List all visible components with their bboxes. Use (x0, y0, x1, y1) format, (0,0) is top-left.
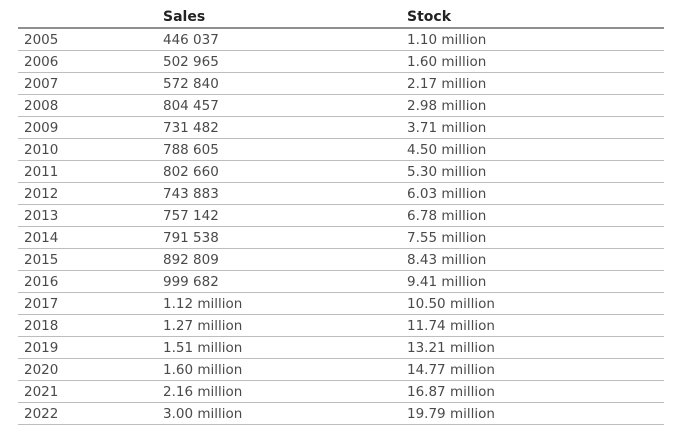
year-cell: 2015 (18, 248, 163, 271)
year-cell: 2008 (18, 94, 163, 117)
year-cell: 2010 (18, 138, 163, 161)
sales-cell: 804 457 (163, 94, 407, 117)
sales-stock-table-container: Sales Stock 2005 446 037 1.10 million 2006 5… (18, 6, 664, 425)
table-row: 2007 572 840 2.17 million (18, 72, 664, 95)
stock-cell: 7.55 million (407, 226, 664, 249)
sales-cell: 791 538 (163, 226, 407, 249)
stock-cell: 16.87 million (407, 380, 664, 403)
stock-cell: 2.98 million (407, 94, 664, 117)
table-row: 2014 791 538 7.55 million (18, 226, 664, 249)
stock-cell: 6.03 million (407, 182, 664, 205)
sales-cell: 1.60 million (163, 358, 407, 381)
stock-cell: 13.21 million (407, 336, 664, 359)
sales-cell: 572 840 (163, 72, 407, 95)
stock-cell: 19.79 million (407, 402, 664, 425)
table-row: 2005 446 037 1.10 million (18, 28, 664, 51)
stock-cell: 2.17 million (407, 72, 664, 95)
sales-cell: 446 037 (163, 28, 407, 51)
stock-cell: 1.10 million (407, 28, 664, 51)
table-row: 2015 892 809 8.43 million (18, 248, 664, 271)
stock-cell: 1.60 million (407, 50, 664, 73)
table-row: 2010 788 605 4.50 million (18, 138, 664, 161)
year-cell: 2022 (18, 402, 163, 425)
stock-cell: 6.78 million (407, 204, 664, 227)
year-cell: 2012 (18, 182, 163, 205)
sales-cell: 1.27 million (163, 314, 407, 337)
table-row: 2011 802 660 5.30 million (18, 160, 664, 183)
sales-stock-table: Sales Stock 2005 446 037 1.10 million 2006 5… (18, 6, 664, 425)
sales-cell: 743 883 (163, 182, 407, 205)
year-cell: 2016 (18, 270, 163, 293)
sales-cell: 3.00 million (163, 402, 407, 425)
table-row: 2006 502 965 1.60 million (18, 50, 664, 73)
sales-cell: 999 682 (163, 270, 407, 293)
sales-cell: 2.16 million (163, 380, 407, 403)
year-cell: 2007 (18, 72, 163, 95)
table-row: 2012 743 883 6.03 million (18, 182, 664, 205)
table-row: 2009 731 482 3.71 million (18, 116, 664, 139)
year-column-header (18, 6, 163, 29)
table-row: 2021 2.16 million 16.87 million (18, 380, 664, 403)
table-header-row: Sales Stock (18, 6, 664, 29)
stock-cell: 11.74 million (407, 314, 664, 337)
stock-cell: 4.50 million (407, 138, 664, 161)
stock-cell: 10.50 million (407, 292, 664, 315)
year-cell: 2017 (18, 292, 163, 315)
sales-cell: 1.51 million (163, 336, 407, 359)
table-row: 2013 757 142 6.78 million (18, 204, 664, 227)
stock-cell: 14.77 million (407, 358, 664, 381)
year-cell: 2011 (18, 160, 163, 183)
sales-column-header: Sales (163, 6, 407, 29)
table-row: 2019 1.51 million 13.21 million (18, 336, 664, 359)
year-cell: 2013 (18, 204, 163, 227)
table-row: 2017 1.12 million 10.50 million (18, 292, 664, 315)
year-cell: 2009 (18, 116, 163, 139)
year-cell: 2005 (18, 28, 163, 51)
year-cell: 2019 (18, 336, 163, 359)
sales-cell: 892 809 (163, 248, 407, 271)
stock-cell: 5.30 million (407, 160, 664, 183)
stock-column-header: Stock (407, 6, 664, 29)
table-row: 2020 1.60 million 14.77 million (18, 358, 664, 381)
year-cell: 2021 (18, 380, 163, 403)
year-cell: 2006 (18, 50, 163, 73)
table-row: 2016 999 682 9.41 million (18, 270, 664, 293)
sales-cell: 757 142 (163, 204, 407, 227)
sales-cell: 1.12 million (163, 292, 407, 315)
stock-cell: 8.43 million (407, 248, 664, 271)
sales-cell: 802 660 (163, 160, 407, 183)
stock-cell: 3.71 million (407, 116, 664, 139)
sales-cell: 788 605 (163, 138, 407, 161)
year-cell: 2020 (18, 358, 163, 381)
year-cell: 2014 (18, 226, 163, 249)
table-row: 2022 3.00 million 19.79 million (18, 402, 664, 425)
sales-cell: 731 482 (163, 116, 407, 139)
sales-cell: 502 965 (163, 50, 407, 73)
table-row: 2018 1.27 million 11.74 million (18, 314, 664, 337)
year-cell: 2018 (18, 314, 163, 337)
table-row: 2008 804 457 2.98 million (18, 94, 664, 117)
stock-cell: 9.41 million (407, 270, 664, 293)
